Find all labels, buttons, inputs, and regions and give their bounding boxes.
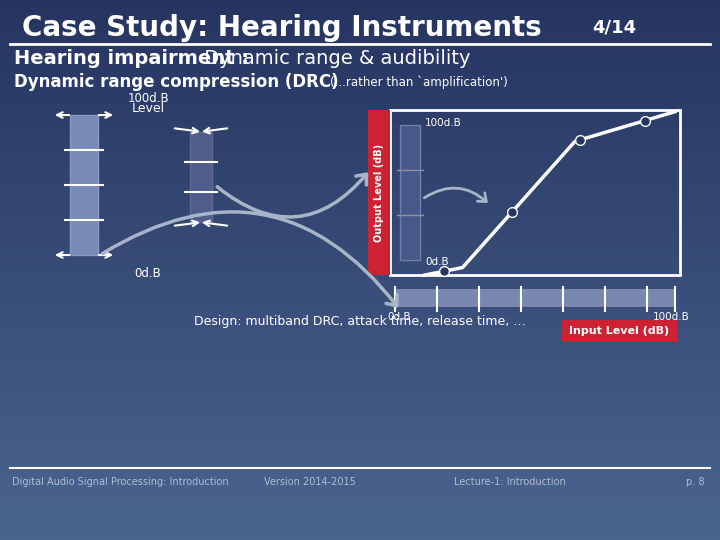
Text: 100d.B: 100d.B [652,312,689,322]
Text: Digital Audio Signal Processing: Introduction: Digital Audio Signal Processing: Introdu… [12,477,229,487]
FancyArrowPatch shape [217,174,366,217]
FancyArrowPatch shape [424,188,486,201]
Bar [562,320,677,342]
Text: Input Level (dB): Input Level (dB) [570,326,670,336]
Text: 4/14: 4/14 [592,19,636,37]
Text: 0d.B: 0d.B [135,267,161,280]
Text: (...rather than `amplification'): (...rather than `amplification') [330,75,508,89]
Bar [400,125,420,260]
Text: Output Level (dB): Output Level (dB) [374,144,384,241]
Text: Version 2014-2015: Version 2014-2015 [264,477,356,487]
Text: 100d.B: 100d.B [127,92,168,105]
Text: 100d.B: 100d.B [425,118,462,128]
Text: Dynamic range & audibility: Dynamic range & audibility [198,50,470,69]
Text: 0d.B: 0d.B [387,312,411,322]
Bar [390,110,680,275]
Bar [395,289,675,307]
Text: p. 8: p. 8 [686,477,705,487]
Bar [368,110,390,275]
Text: Case Study: Hearing Instruments: Case Study: Hearing Instruments [22,14,541,42]
Bar [190,132,212,222]
FancyArrowPatch shape [102,212,397,306]
Text: Lecture-1: Introduction: Lecture-1: Introduction [454,477,566,487]
Bar [70,115,98,255]
Text: Dynamic range compression (DRC): Dynamic range compression (DRC) [14,73,338,91]
Text: 0d.B: 0d.B [425,257,449,267]
Text: Design: multiband DRC, attack time, release time, …: Design: multiband DRC, attack time, rele… [194,315,526,328]
Text: Hearing impairment :: Hearing impairment : [14,50,249,69]
Text: Level: Level [132,102,165,114]
